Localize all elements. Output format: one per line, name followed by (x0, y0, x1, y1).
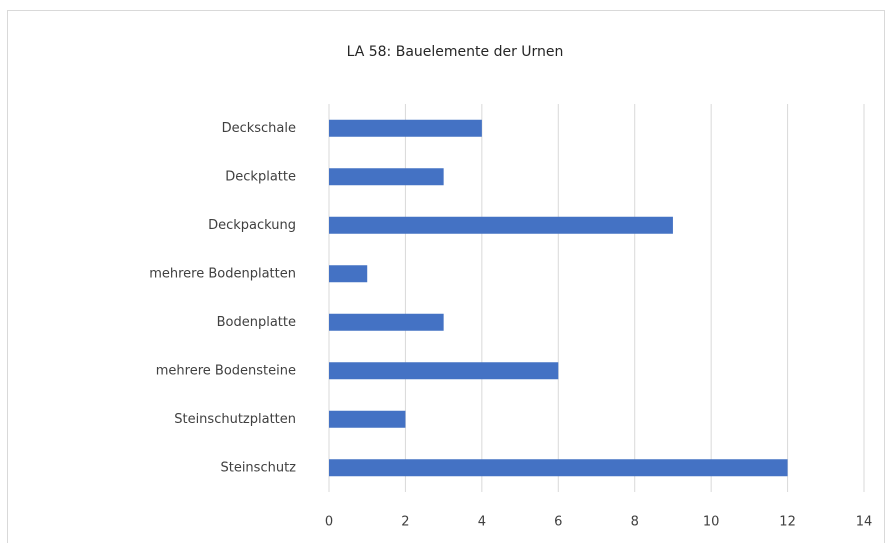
bar (329, 119, 482, 137)
y-tick-label: Deckplatte (225, 169, 296, 184)
x-tick-label: 2 (401, 515, 409, 530)
x-tick-label: 0 (325, 515, 333, 530)
bar (329, 410, 406, 428)
y-tick-label: mehrere Bodensteine (156, 363, 296, 378)
x-tick-label: 14 (856, 515, 873, 530)
x-tick-label: 4 (478, 515, 486, 530)
bar (329, 459, 788, 477)
x-tick-label: 12 (779, 515, 796, 530)
x-tick-label: 6 (554, 515, 562, 530)
bar (329, 216, 673, 234)
x-tick-label: 8 (631, 515, 639, 530)
y-tick-label: Deckschale (222, 121, 296, 136)
y-tick-label: Bodenplatte (217, 315, 296, 330)
y-tick-label: Deckpackung (208, 218, 296, 233)
bar (329, 362, 559, 380)
x-tick-label: 10 (703, 515, 720, 530)
bar (329, 168, 444, 186)
y-tick-label: Steinschutz (220, 460, 296, 475)
bar (329, 313, 444, 331)
y-tick-label: Steinschutzplatten (174, 412, 296, 427)
y-tick-label: mehrere Bodenplatten (149, 266, 296, 281)
chart-border (7, 10, 885, 543)
chart-title: LA 58: Bauelemente der Urnen (347, 44, 564, 60)
bar (329, 265, 368, 283)
